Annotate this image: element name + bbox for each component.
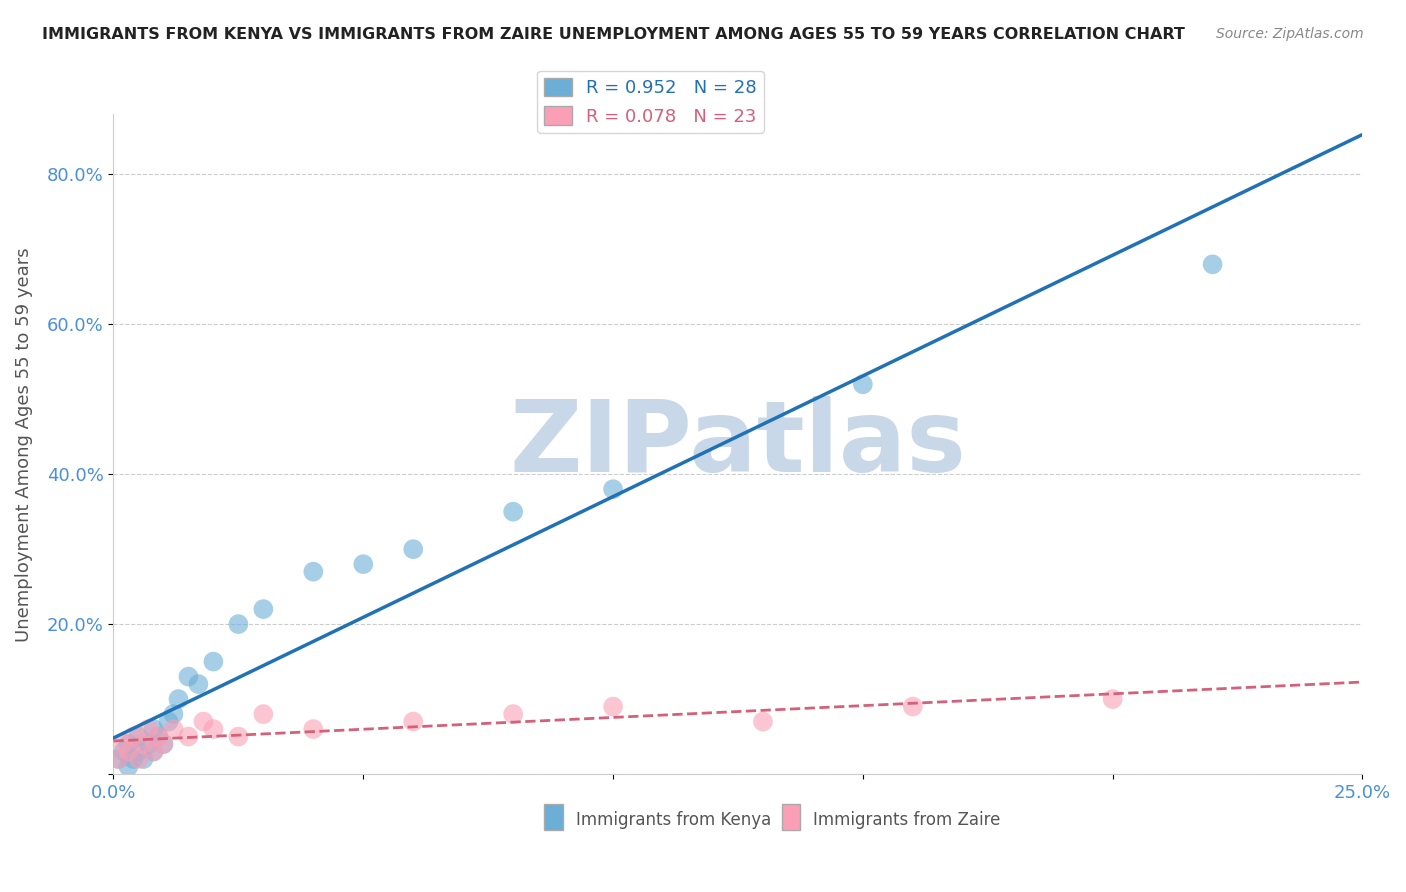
- Point: [187, 677, 209, 691]
- Point: [127, 752, 149, 766]
- Text: ZIPatlas: ZIPatlas: [509, 396, 966, 492]
- Point: [177, 669, 200, 683]
- Bar: [544, 804, 564, 830]
- Point: [228, 617, 250, 632]
- Point: [202, 722, 225, 736]
- Point: [1101, 692, 1123, 706]
- Point: [127, 730, 149, 744]
- Point: [901, 699, 924, 714]
- Point: [138, 722, 160, 736]
- Point: [352, 557, 374, 571]
- Point: [112, 737, 135, 751]
- Y-axis label: Unemployment Among Ages 55 to 59 years: Unemployment Among Ages 55 to 59 years: [15, 247, 32, 641]
- Point: [132, 737, 155, 751]
- Point: [177, 730, 200, 744]
- Point: [602, 699, 624, 714]
- Point: [302, 722, 325, 736]
- Text: Immigrants from Zaire: Immigrants from Zaire: [813, 811, 1000, 830]
- Point: [752, 714, 775, 729]
- Point: [142, 745, 165, 759]
- Point: [152, 737, 174, 751]
- Point: [402, 542, 425, 557]
- Point: [252, 602, 274, 616]
- Point: [302, 565, 325, 579]
- Text: IMMIGRANTS FROM KENYA VS IMMIGRANTS FROM ZAIRE UNEMPLOYMENT AMONG AGES 55 TO 59 : IMMIGRANTS FROM KENYA VS IMMIGRANTS FROM…: [42, 27, 1185, 42]
- Legend: R = 0.952   N = 28, R = 0.078   N = 23: R = 0.952 N = 28, R = 0.078 N = 23: [537, 70, 763, 133]
- Point: [132, 752, 155, 766]
- Point: [402, 714, 425, 729]
- Point: [202, 655, 225, 669]
- Point: [152, 737, 174, 751]
- Point: [117, 737, 139, 751]
- Point: [117, 745, 139, 759]
- Point: [107, 752, 129, 766]
- Point: [107, 752, 129, 766]
- Point: [148, 730, 170, 744]
- Bar: [782, 804, 800, 830]
- Point: [122, 752, 145, 766]
- Point: [148, 730, 170, 744]
- Point: [117, 759, 139, 773]
- Point: [112, 745, 135, 759]
- Text: Immigrants from Kenya: Immigrants from Kenya: [575, 811, 770, 830]
- Point: [193, 714, 215, 729]
- Point: [127, 745, 149, 759]
- Point: [162, 722, 184, 736]
- Point: [138, 737, 160, 751]
- Point: [157, 714, 180, 729]
- Point: [852, 377, 875, 392]
- Point: [602, 482, 624, 496]
- Point: [142, 745, 165, 759]
- Point: [122, 730, 145, 744]
- Point: [502, 505, 524, 519]
- Point: [162, 707, 184, 722]
- Point: [167, 692, 190, 706]
- Text: Source: ZipAtlas.com: Source: ZipAtlas.com: [1216, 27, 1364, 41]
- Point: [228, 730, 250, 744]
- Point: [1201, 257, 1223, 271]
- Point: [142, 722, 165, 736]
- Point: [252, 707, 274, 722]
- Point: [502, 707, 524, 722]
